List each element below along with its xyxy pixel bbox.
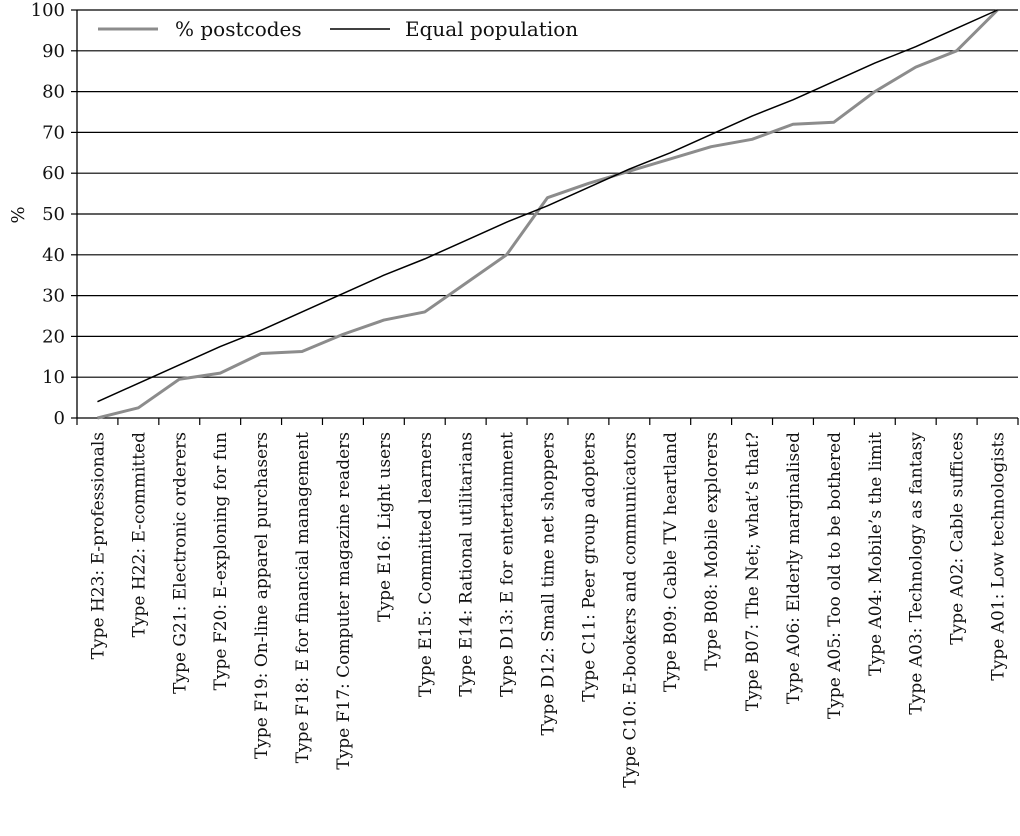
x-category-labels: Type H23: E-professionals Type H22: E-com… <box>88 432 1008 788</box>
series-line-equal-population <box>97 9 998 403</box>
x-tick-marks <box>76 418 1019 425</box>
y-tick-label: 80 <box>42 82 65 103</box>
x-category-label: Type A03: Technology as fantasy <box>907 432 927 715</box>
y-axis-title: % <box>8 206 29 223</box>
x-category-label: Type B09: Cable TV heartland <box>661 432 681 692</box>
x-category-label: Type A05: Too old to be bothered <box>825 432 845 719</box>
x-category-label: Type C11: Peer group adopters <box>579 432 599 702</box>
y-tick-label: 30 <box>42 286 65 307</box>
x-category-label: Type E16: Light users <box>375 432 395 622</box>
x-category-label: Type E14: Rational utilitarians <box>457 432 477 697</box>
series-lines <box>97 8 999 420</box>
x-category-label: Type B08: Mobile explorers <box>702 432 722 671</box>
x-category-label: Type D13: E for entertainment <box>498 432 518 697</box>
x-category-label: Type F17: Computer magazine readers <box>334 432 354 770</box>
x-category-label: Type H23: E-professionals <box>88 432 108 659</box>
x-category-label: Type G21: Electronic orderers <box>170 432 190 694</box>
gridlines <box>77 9 1018 378</box>
legend: % postcodes Equal population <box>98 17 578 41</box>
x-category-label: Type A06: Elderly marginalised <box>784 432 804 704</box>
x-category-label: Type F18: E for financial management <box>293 432 313 763</box>
x-category-label: Type D12: Small time net shoppers <box>539 432 559 736</box>
x-category-label: Type A02: Cable suffices <box>948 432 968 645</box>
x-category-label: Type H22: E-committed <box>129 432 149 638</box>
x-category-label: Type E15: Committed learners <box>416 432 436 697</box>
x-category-label: Type A04: Mobile’s the limit <box>866 432 886 676</box>
y-tick-label: 10 <box>42 367 65 388</box>
y-tick-label: 0 <box>54 408 65 429</box>
x-category-label: Type F20: E-exploning for fun <box>211 432 231 690</box>
y-tick-label: 40 <box>42 245 65 266</box>
legend-postcodes-label: % postcodes <box>175 17 302 41</box>
y-tick-label: 90 <box>42 41 65 62</box>
x-category-label: Type C10: E-bookers and communicators <box>620 432 640 788</box>
axes <box>71 9 1018 419</box>
y-tick-label: 60 <box>42 163 65 184</box>
y-tick-label: 100 <box>31 0 65 21</box>
y-tick-label: 70 <box>42 122 65 143</box>
x-category-label: Type B07: The Net; what’s that? <box>743 432 763 711</box>
y-tick-labels: 0 10 20 30 40 50 60 70 80 90 100 <box>31 0 65 429</box>
x-category-label: Type A01: Low technologists <box>989 432 1009 681</box>
series-line-postcodes <box>97 8 999 420</box>
x-category-label: Type F19: On-line apparel purchasers <box>252 432 272 759</box>
y-tick-label: 20 <box>42 326 65 347</box>
legend-equal-population-label: Equal population <box>405 17 578 41</box>
y-tick-label: 50 <box>42 204 65 225</box>
